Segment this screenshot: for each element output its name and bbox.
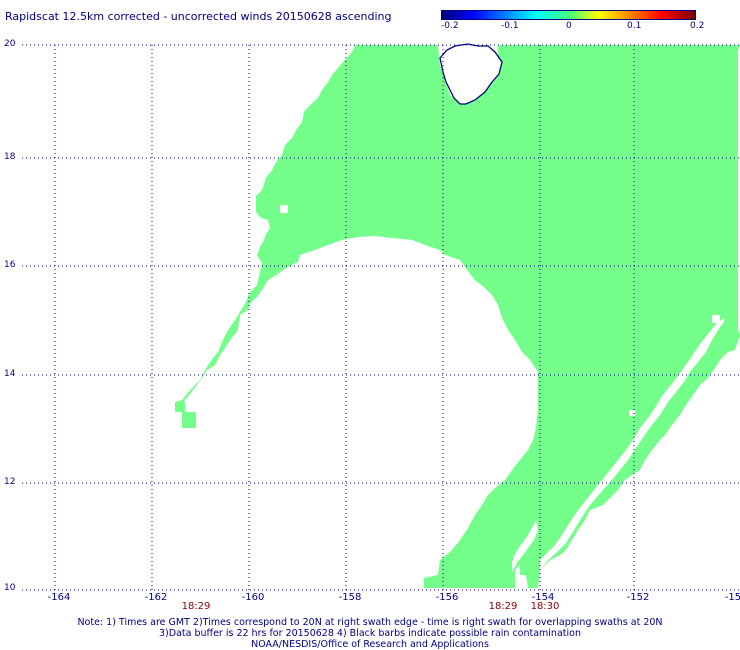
lat-label: 10 <box>4 583 16 593</box>
swath-time: 18:29 <box>488 601 518 612</box>
note-line-1: Note: 1) Times are GMT 2)Times correspon… <box>77 617 663 628</box>
colorbar-tick: 0.1 <box>627 21 642 31</box>
lon-label: -15 <box>724 592 740 603</box>
colorbar-tick: -0.1 <box>501 21 519 31</box>
colorbar <box>441 10 696 20</box>
lon-label: -152 <box>626 592 650 603</box>
lon-label: -156 <box>435 592 459 603</box>
coastline-big-island <box>439 43 503 105</box>
colorbar-tick: -0.2 <box>441 21 459 31</box>
lat-label: 16 <box>4 260 16 270</box>
graticule <box>22 44 740 591</box>
lon-label: -158 <box>338 592 362 603</box>
lon-label: -162 <box>144 592 168 603</box>
colorbar-tick: 0 <box>566 21 572 31</box>
lon-label: -160 <box>241 592 265 603</box>
lat-label: 14 <box>4 369 16 379</box>
note-line-2: 3)Data buffer is 22 hrs for 20150628 4) … <box>159 628 581 639</box>
lat-label: 18 <box>4 152 16 162</box>
chart-title: Rapidscat 12.5km corrected - uncorrected… <box>5 10 392 23</box>
lat-label: 12 <box>4 477 16 487</box>
note-line-3: NOAA/NESDIS/Office of Research and Appli… <box>251 639 489 650</box>
lon-label: -164 <box>47 592 71 603</box>
colorbar-tick: 0.2 <box>690 21 705 31</box>
wind-swath <box>175 45 740 588</box>
swath-time: 18:30 <box>530 601 560 612</box>
lon-label: -154 <box>531 592 555 603</box>
swath-time: 18:29 <box>181 601 211 612</box>
lat-label: 20 <box>4 39 16 49</box>
